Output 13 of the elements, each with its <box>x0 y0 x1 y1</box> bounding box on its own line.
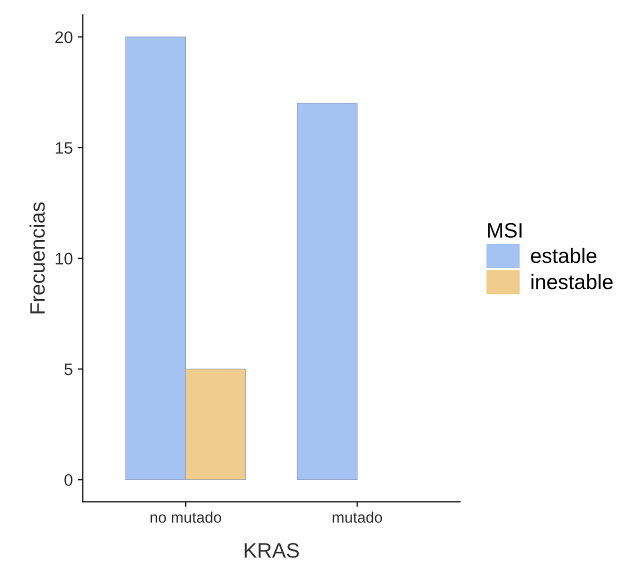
x-axis-title: KRAS <box>244 543 299 558</box>
legend-label: estable <box>531 248 596 264</box>
y-tick-label: 15 <box>56 142 72 154</box>
legend-label: inestable <box>532 274 613 290</box>
y-tick-label: 20 <box>55 31 72 44</box>
y-tick-label: 5 <box>64 364 72 376</box>
y-tick-label: 0 <box>64 474 72 486</box>
legend-title: MSI <box>488 223 522 238</box>
y-tick-label: 10 <box>56 252 72 265</box>
x-tick-label: no mutado <box>150 512 222 523</box>
x-tick-label: mutado <box>332 512 382 523</box>
bar <box>296 103 358 480</box>
y-axis-title: Frecuencias <box>30 202 45 314</box>
